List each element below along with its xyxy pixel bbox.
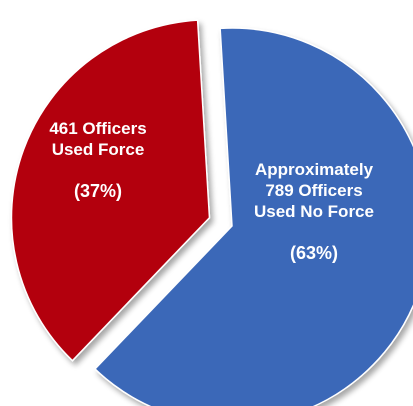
pie-slice-used-no-force — [93, 27, 413, 406]
slice-percent-used-force: (37%) — [74, 181, 122, 201]
slice-label-no-force-line1: Approximately — [255, 160, 374, 179]
slice-label-no-force-line3: Used No Force — [254, 202, 374, 221]
slice-label-used-force-line2: Used Force — [52, 140, 145, 159]
slice-label-used-force-line1: 461 Officers — [49, 119, 146, 138]
slice-percent-no-force: (63%) — [290, 243, 338, 263]
slice-label-no-force-line2: 789 Officers — [265, 181, 362, 200]
pie-slice-used-force — [10, 19, 211, 362]
